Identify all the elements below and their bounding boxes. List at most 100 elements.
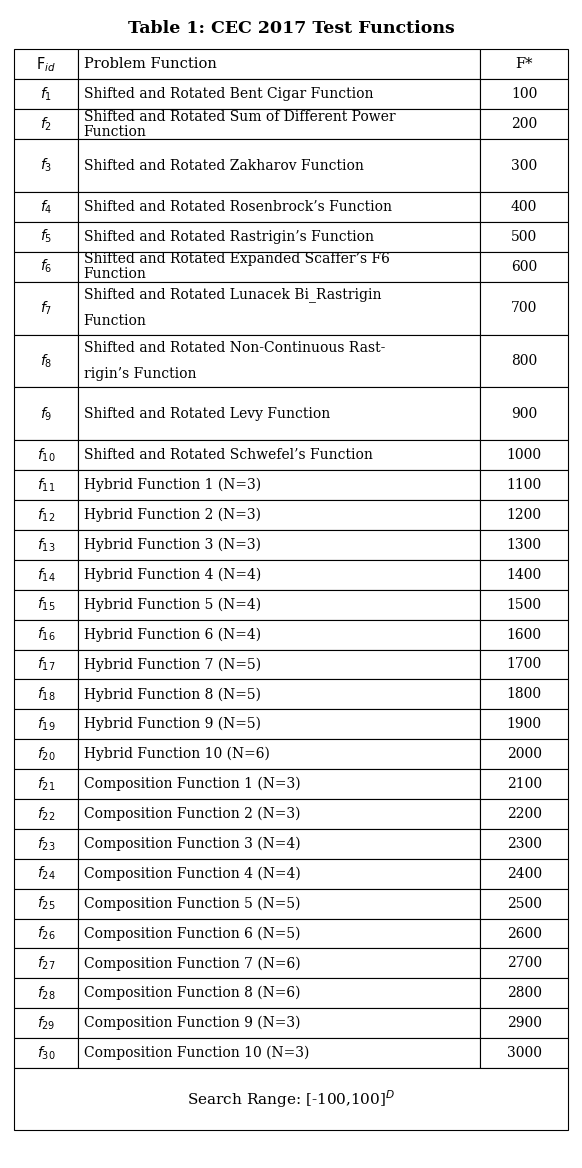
- Bar: [78, 620, 481, 649]
- Text: 2300: 2300: [507, 836, 542, 850]
- Text: Composition Function 2 (N=3): Composition Function 2 (N=3): [84, 807, 300, 821]
- Text: $f_5$: $f_5$: [40, 228, 52, 245]
- Text: Shifted and Rotated Expanded Scaffer’s F6: Shifted and Rotated Expanded Scaffer’s F…: [84, 252, 389, 266]
- Bar: [78, 1008, 481, 1038]
- Bar: [14, 500, 78, 530]
- Text: $f_3$: $f_3$: [40, 157, 52, 174]
- Text: Shifted and Rotated Zakharov Function: Shifted and Rotated Zakharov Function: [84, 159, 364, 173]
- Text: $f_{20}$: $f_{20}$: [37, 745, 55, 763]
- Text: 2700: 2700: [507, 957, 542, 971]
- Text: Shifted and Rotated Levy Function: Shifted and Rotated Levy Function: [84, 406, 330, 420]
- Text: 2200: 2200: [507, 807, 542, 821]
- Bar: [14, 281, 78, 334]
- Text: $f_{28}$: $f_{28}$: [37, 985, 55, 1002]
- Text: Function: Function: [84, 125, 147, 139]
- Bar: [78, 388, 481, 440]
- Text: Composition Function 5 (N=5): Composition Function 5 (N=5): [84, 896, 300, 911]
- Bar: [78, 192, 481, 222]
- Text: Hybrid Function 8 (N=5): Hybrid Function 8 (N=5): [84, 687, 261, 702]
- Bar: [14, 109, 78, 139]
- Text: Hybrid Function 6 (N=4): Hybrid Function 6 (N=4): [84, 627, 261, 641]
- Text: 2400: 2400: [507, 867, 542, 881]
- Bar: [481, 739, 568, 769]
- Bar: [78, 709, 481, 739]
- Text: rigin’s Function: rigin’s Function: [84, 367, 196, 381]
- Bar: [78, 530, 481, 559]
- Bar: [78, 918, 481, 948]
- Text: 2100: 2100: [507, 777, 542, 791]
- Text: Composition Function 6 (N=5): Composition Function 6 (N=5): [84, 926, 300, 940]
- Text: $f_{11}$: $f_{11}$: [37, 477, 55, 494]
- Text: $f_{13}$: $f_{13}$: [37, 536, 55, 554]
- Text: Shifted and Rotated Schwefel’s Function: Shifted and Rotated Schwefel’s Function: [84, 449, 372, 463]
- Bar: [14, 49, 78, 79]
- Bar: [78, 222, 481, 252]
- Bar: [481, 440, 568, 471]
- Text: Search Range: [-100,100]$^D$: Search Range: [-100,100]$^D$: [187, 1089, 395, 1110]
- Bar: [78, 649, 481, 680]
- Bar: [481, 334, 568, 388]
- Text: $f_{22}$: $f_{22}$: [37, 805, 55, 822]
- Bar: [481, 918, 568, 948]
- Bar: [14, 709, 78, 739]
- Bar: [481, 252, 568, 281]
- Bar: [481, 139, 568, 192]
- Text: 300: 300: [511, 159, 537, 173]
- Bar: [14, 1068, 568, 1131]
- Text: 1800: 1800: [507, 688, 542, 701]
- Text: 1900: 1900: [507, 717, 542, 731]
- Text: $f_{10}$: $f_{10}$: [37, 446, 55, 464]
- Bar: [481, 649, 568, 680]
- Bar: [14, 799, 78, 829]
- Bar: [78, 79, 481, 109]
- Bar: [14, 471, 78, 500]
- Text: 900: 900: [511, 406, 537, 420]
- Text: 2500: 2500: [507, 897, 542, 911]
- Text: 1200: 1200: [507, 508, 542, 522]
- Bar: [78, 440, 481, 471]
- Bar: [78, 252, 481, 281]
- Text: Composition Function 9 (N=3): Composition Function 9 (N=3): [84, 1016, 300, 1030]
- Text: Shifted and Rotated Non-Continuous Rast-: Shifted and Rotated Non-Continuous Rast-: [84, 341, 385, 355]
- Bar: [481, 471, 568, 500]
- Text: $f_2$: $f_2$: [40, 116, 52, 133]
- Text: Hybrid Function 4 (N=4): Hybrid Function 4 (N=4): [84, 568, 261, 582]
- Bar: [481, 109, 568, 139]
- Text: Table 1: CEC 2017 Test Functions: Table 1: CEC 2017 Test Functions: [127, 20, 455, 37]
- Text: $f_{26}$: $f_{26}$: [37, 925, 55, 943]
- Text: $f_{27}$: $f_{27}$: [37, 954, 55, 972]
- Text: $f_{29}$: $f_{29}$: [37, 1015, 55, 1031]
- Bar: [78, 471, 481, 500]
- Text: 1600: 1600: [507, 627, 542, 641]
- Text: $f_{15}$: $f_{15}$: [37, 596, 55, 613]
- Text: 1000: 1000: [507, 449, 542, 463]
- Text: Composition Function 3 (N=4): Composition Function 3 (N=4): [84, 836, 300, 851]
- Text: $f_1$: $f_1$: [40, 85, 52, 103]
- Text: Composition Function 1 (N=3): Composition Function 1 (N=3): [84, 777, 300, 791]
- Bar: [481, 388, 568, 440]
- Text: Composition Function 7 (N=6): Composition Function 7 (N=6): [84, 957, 300, 971]
- Bar: [14, 388, 78, 440]
- Text: Hybrid Function 10 (N=6): Hybrid Function 10 (N=6): [84, 748, 269, 762]
- Text: 1100: 1100: [506, 478, 542, 492]
- Text: Composition Function 10 (N=3): Composition Function 10 (N=3): [84, 1045, 309, 1061]
- Bar: [78, 281, 481, 334]
- Text: F*: F*: [516, 57, 533, 71]
- Text: 2000: 2000: [507, 748, 542, 762]
- Text: 600: 600: [511, 259, 537, 273]
- Text: $f_{14}$: $f_{14}$: [37, 566, 55, 584]
- Bar: [14, 829, 78, 858]
- Text: 2600: 2600: [507, 926, 542, 940]
- Text: $f_{21}$: $f_{21}$: [37, 776, 55, 793]
- Text: Function: Function: [84, 267, 147, 281]
- Bar: [78, 334, 481, 388]
- Text: $f_9$: $f_9$: [40, 405, 52, 423]
- Bar: [481, 620, 568, 649]
- Bar: [78, 49, 481, 79]
- Bar: [14, 559, 78, 590]
- Text: 700: 700: [511, 301, 537, 315]
- Bar: [481, 281, 568, 334]
- Bar: [78, 799, 481, 829]
- Text: $f_6$: $f_6$: [40, 258, 52, 276]
- Bar: [14, 889, 78, 918]
